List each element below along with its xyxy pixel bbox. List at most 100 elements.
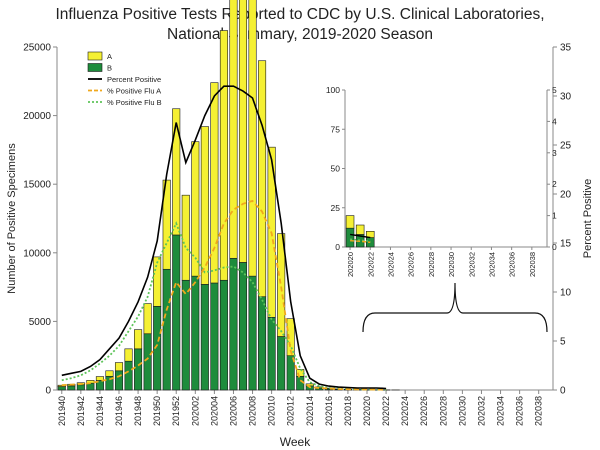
x-tick-label: 201950 [152,396,162,426]
inset-background [345,90,547,247]
x-tick-label: 201952 [171,396,181,426]
x-tick-label: 202030 [457,396,467,426]
x-tick-label: 201948 [133,396,143,426]
y-tick-label-left: 25000 [23,43,51,54]
x-tick-label: 201946 [114,396,124,426]
bar-b [248,275,257,391]
x-tick-label: 202008 [248,396,258,426]
y-tick-label-left: 5000 [29,317,52,328]
bar-a [124,348,133,362]
y-tick-label-right: 10 [560,288,572,299]
y-tick-label-left: 10000 [23,248,51,259]
inset-y-tick-label-left: 100 [326,85,340,95]
bar-a [286,318,295,357]
line-pct-flu-b [61,221,387,391]
bar-a [219,30,228,281]
inset-y-tick-label-right: 4 [552,116,557,126]
x-tick-label: 202020 [362,396,372,426]
x-tick-label: 202036 [515,396,525,426]
bar-a [181,194,190,281]
legend-label: A [107,52,112,61]
x-tick-label: 202034 [496,396,506,426]
inset-bar-b [345,227,355,248]
inset-bar-a [345,215,355,229]
bar-b [76,384,85,391]
inset-x-tick-label: 202034 [487,252,496,277]
x-tick-label: 202004 [209,396,219,426]
bar-a [134,329,143,350]
bar-b [210,282,219,391]
bar-a [200,126,209,285]
inset-x-tick-label: 202036 [508,252,517,277]
bar-b [124,360,133,391]
inset-line-percent-positive [349,233,371,239]
y-tick-label-left: 15000 [23,180,51,191]
y-axis-title-right: Percent Positive [582,179,594,258]
x-tick-label: 201942 [76,396,86,426]
inset-line-pct-flu-a [350,240,371,243]
bar-a [238,0,248,263]
inset-bar-a [355,224,365,235]
inset-x-tick-label: 202038 [528,252,537,277]
bar-a [105,370,114,377]
inset-y-tick-label-right: 3 [552,148,557,158]
x-tick-label: 202016 [324,396,334,426]
bar-b [258,296,267,391]
bar-b [143,333,152,391]
inset-x-tick-label: 202020 [346,252,355,277]
bar-b [229,257,238,391]
line-pct-flu-a [61,199,387,391]
y-tick-label-right: 35 [560,43,572,54]
bar-a [248,0,257,277]
line-percent-positive [61,85,387,390]
bar-a [95,376,104,381]
inset-y-tick-label-right: 0 [552,242,557,252]
bar-a [258,60,267,298]
x-axis-title: Week [280,435,311,449]
bar-a [210,82,219,284]
x-tick-label: 201944 [95,396,105,426]
bar-b [219,279,228,391]
bar-b [114,370,124,391]
bar-b [57,386,66,391]
bar-b [191,275,200,391]
x-tick-label: 202032 [476,396,486,426]
bar-b [277,336,286,391]
x-tick-label: 201940 [57,396,67,426]
inset-brace [362,282,548,333]
y-tick-label-right: 0 [560,386,566,397]
inset-x-tick-label: 202032 [467,252,476,277]
legend-swatch [87,63,103,72]
bar-b [267,316,276,391]
inset-y-tick-label-left: 50 [331,164,341,174]
x-tick-label: 202012 [286,396,296,426]
inset-y-tick-label-left: 0 [335,242,340,252]
bar-b [172,234,181,391]
legend-swatch [87,51,103,61]
legend-label: % Positive Flu B [107,98,162,107]
x-tick-label: 202024 [400,396,410,426]
bar-b [134,348,143,391]
x-tick-label: 202026 [419,396,429,426]
bar-b [200,284,209,391]
inset-x-tick-label: 202030 [447,252,456,277]
inset-x-tick-label: 202028 [427,252,436,277]
y-tick-label-left: 20000 [23,111,51,122]
inset-x-tick-label: 202024 [386,252,395,277]
inset-y-tick-label-left: 75 [331,124,341,134]
bar-b [181,279,190,391]
x-tick-label: 202002 [190,396,200,426]
bar-a [305,383,314,387]
legend-label: % Positive Flu A [107,87,161,96]
bar-b [162,268,171,391]
inset-y-tick-label-right: 1 [552,211,557,221]
bar-a [229,0,238,259]
bar-b [67,385,76,391]
inset-y-tick-label-right: 2 [552,179,557,189]
legend-label: B [107,64,112,73]
y-tick-label-right: 25 [560,141,572,152]
bar-a [143,303,152,335]
bar-a [277,233,286,337]
